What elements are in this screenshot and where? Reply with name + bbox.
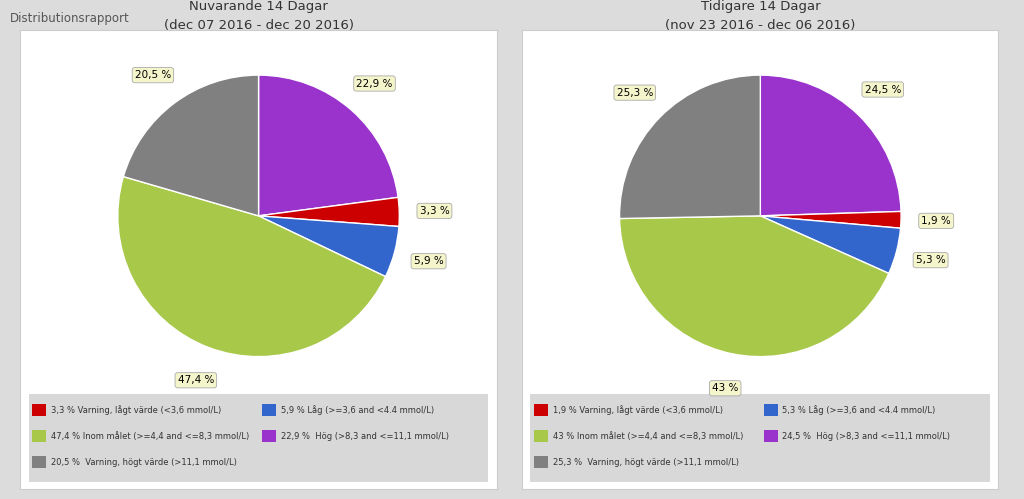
Bar <box>33 404 46 416</box>
Wedge shape <box>760 212 901 228</box>
Bar <box>262 430 276 442</box>
Wedge shape <box>760 75 901 216</box>
Bar <box>764 404 778 416</box>
Text: 24,5 %: 24,5 % <box>864 84 901 94</box>
Bar <box>33 430 46 442</box>
Text: 5,9 %: 5,9 % <box>414 256 443 266</box>
Text: 47,4 %: 47,4 % <box>177 375 214 385</box>
Wedge shape <box>620 216 889 357</box>
Bar <box>535 404 548 416</box>
Bar <box>764 430 778 442</box>
Text: 25,3 %  Varning, högt värde (>11,1 mmol/L): 25,3 % Varning, högt värde (>11,1 mmol/L… <box>553 458 738 467</box>
Text: 3,3 %: 3,3 % <box>420 206 450 216</box>
Wedge shape <box>123 75 259 216</box>
Text: 3,3 % Varning, lågt värde (<3,6 mmol/L): 3,3 % Varning, lågt värde (<3,6 mmol/L) <box>51 405 221 415</box>
Text: 5,3 % Låg (>=3,6 and <4.4 mmol/L): 5,3 % Låg (>=3,6 and <4.4 mmol/L) <box>782 405 936 415</box>
Wedge shape <box>760 216 900 273</box>
Text: 20,5 %: 20,5 % <box>135 70 171 80</box>
Text: 22,9 %: 22,9 % <box>356 78 392 88</box>
Text: Distributionsrapport: Distributionsrapport <box>10 12 130 25</box>
Bar <box>33 456 46 469</box>
Text: 1,9 %: 1,9 % <box>922 216 951 226</box>
Wedge shape <box>620 75 761 219</box>
Text: 20,5 %  Varning, högt värde (>11,1 mmol/L): 20,5 % Varning, högt värde (>11,1 mmol/L… <box>51 458 237 467</box>
Wedge shape <box>118 177 386 357</box>
Text: 43 % Inom målet (>=4,4 and <=8,3 mmol/L): 43 % Inom målet (>=4,4 and <=8,3 mmol/L) <box>553 432 742 441</box>
Title: Tidigare 14 Dagar
(nov 23 2016 - dec 06 2016): Tidigare 14 Dagar (nov 23 2016 - dec 06 … <box>666 0 855 32</box>
Text: 24,5 %  Hög (>8,3 and <=11,1 mmol/L): 24,5 % Hög (>8,3 and <=11,1 mmol/L) <box>782 432 950 441</box>
Text: 47,4 % Inom målet (>=4,4 and <=8,3 mmol/L): 47,4 % Inom målet (>=4,4 and <=8,3 mmol/… <box>51 432 249 441</box>
Text: 5,3 %: 5,3 % <box>915 255 945 265</box>
Text: 25,3 %: 25,3 % <box>616 88 653 98</box>
Text: 5,9 % Låg (>=3,6 and <4.4 mmol/L): 5,9 % Låg (>=3,6 and <4.4 mmol/L) <box>281 405 434 415</box>
Bar <box>262 404 276 416</box>
Bar <box>535 456 548 469</box>
Wedge shape <box>259 197 399 227</box>
Title: Nuvarande 14 Dagar
(dec 07 2016 - dec 20 2016): Nuvarande 14 Dagar (dec 07 2016 - dec 20… <box>164 0 353 32</box>
Wedge shape <box>259 216 399 276</box>
Wedge shape <box>258 75 398 216</box>
Text: 1,9 % Varning, lågt värde (<3,6 mmol/L): 1,9 % Varning, lågt värde (<3,6 mmol/L) <box>553 405 723 415</box>
Text: 43 %: 43 % <box>712 383 738 393</box>
Bar <box>535 430 548 442</box>
Text: 22,9 %  Hög (>8,3 and <=11,1 mmol/L): 22,9 % Hög (>8,3 and <=11,1 mmol/L) <box>281 432 449 441</box>
